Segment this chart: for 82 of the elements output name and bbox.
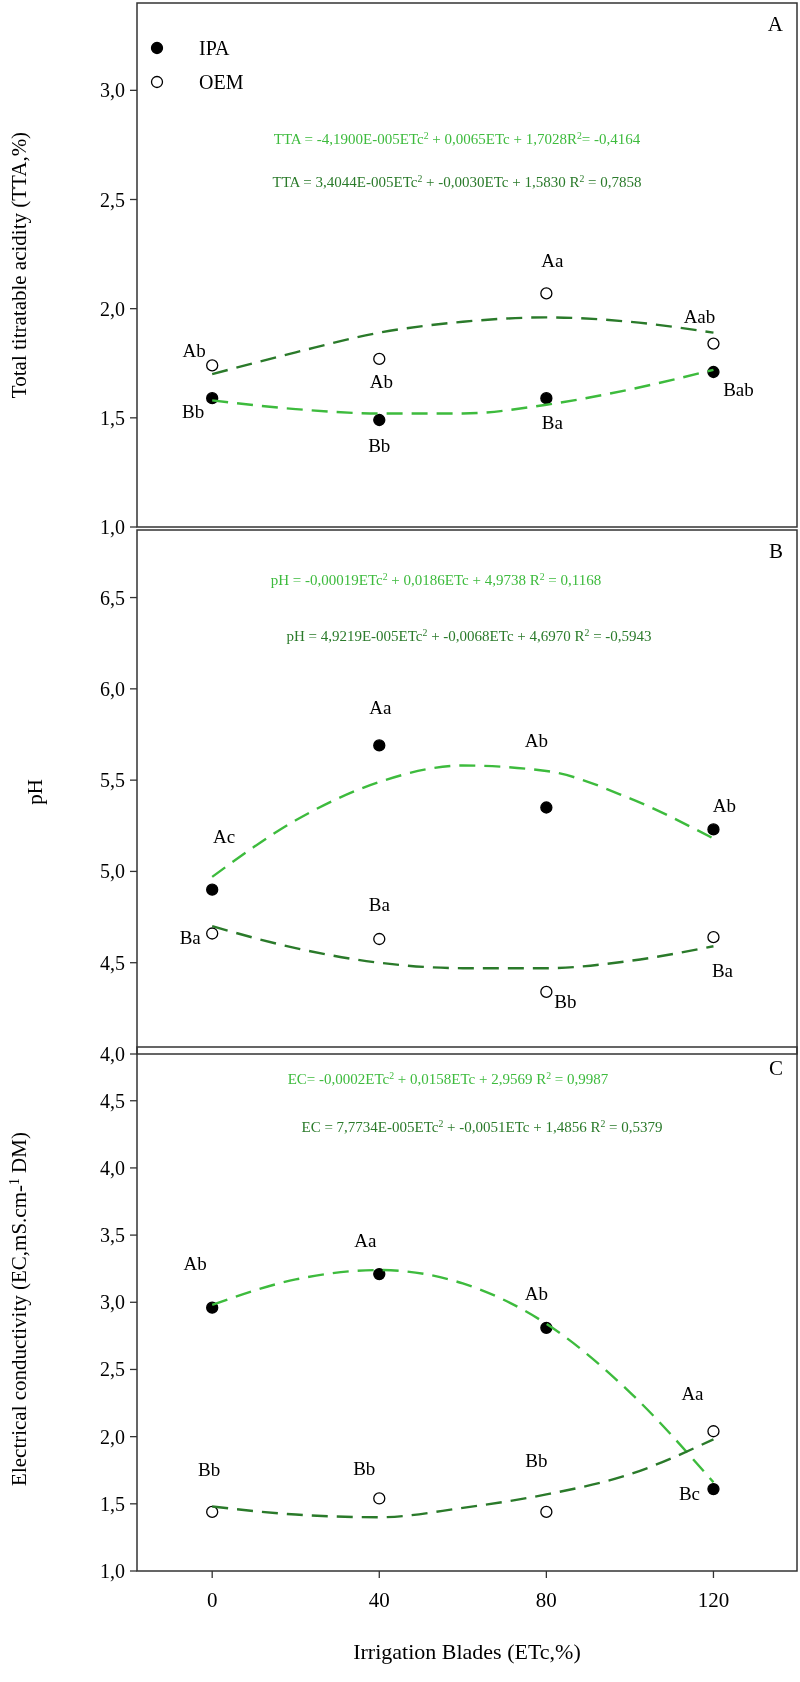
annotation: Aab — [683, 306, 716, 328]
legend-label: OEM — [199, 71, 244, 93]
point — [206, 883, 219, 896]
point — [540, 287, 553, 300]
annotation: Aa — [681, 1382, 705, 1404]
point — [373, 739, 386, 752]
y-tick-label: 2,5 — [100, 188, 125, 211]
y-tick-label: 2,5 — [100, 1358, 125, 1381]
x-tick-label: 40 — [368, 1588, 390, 1612]
y-axis-title: Total titratable acidity (TTA,%) — [7, 131, 31, 399]
annotation: Ab — [182, 340, 206, 362]
point — [373, 1492, 386, 1505]
annotation: Ab — [369, 370, 393, 392]
legend-label: IPA — [199, 37, 230, 59]
annotation: Aa — [354, 1229, 377, 1251]
annotation: Bb — [368, 434, 391, 456]
point — [206, 359, 219, 372]
annotation: Ab — [712, 795, 737, 817]
y-tick-label: 1,5 — [100, 1492, 125, 1515]
x-tick-label: 0 — [206, 1588, 218, 1612]
annotation: Bb — [554, 990, 577, 1012]
x-axis-title: Irrigation Blades (ETc,%) — [353, 1639, 581, 1664]
annotation: Bb — [353, 1458, 376, 1480]
y-tick-label: 4,5 — [100, 951, 125, 974]
text: B — [768, 539, 783, 563]
y-tick-label: 2,0 — [100, 297, 125, 320]
annotation: Ba — [541, 411, 564, 433]
annotation: pH = -0,00019ETc$^{2}$ + 0,0186ETc + 4,9738 R$^{2}$ = 0,1168 — [270, 570, 602, 589]
point — [707, 337, 720, 350]
point — [206, 1505, 219, 1519]
point — [206, 927, 219, 940]
y-tick-label: 3,5 — [100, 1224, 125, 1247]
y-tick-label: 3,0 — [100, 79, 125, 102]
point — [540, 1505, 553, 1519]
annotation: Ac — [213, 826, 236, 848]
y-tick-label: 1,5 — [100, 406, 125, 429]
annotation: Ba — [711, 959, 734, 981]
y-tick-label: 6,5 — [100, 586, 125, 609]
annotation: EC = 7,7734E-005ETc$^{2}$ + -0,0051ETc + 1,4856 R$^{2}$ = 0,5379 — [301, 1117, 663, 1136]
annotation: Ab — [524, 729, 548, 751]
y-tick-label: 4,5 — [100, 1089, 125, 1112]
point — [373, 1267, 386, 1281]
annotation: pH = 4,9219E-005ETc$^{2}$ + -0,0068ETc + 4,6970 R$^{2}$ = -0,5943 — [286, 626, 652, 645]
y-tick-label: 4,0 — [100, 1156, 125, 1179]
annotation: Ba — [368, 893, 391, 915]
annotation: Ab — [183, 1253, 207, 1275]
y-tick-label: 5,0 — [100, 860, 125, 883]
annotation: EC= -0,0002ETc$^{2}$ + 0,0158ETc + 2,9569 R$^{2}$ = 0,9987 — [287, 1069, 609, 1088]
point — [707, 931, 720, 944]
annotation: Bc — [678, 1482, 701, 1504]
text: A — [767, 12, 784, 36]
annotation: Bb — [182, 400, 205, 422]
point — [373, 352, 386, 366]
x-tick-label: 120 — [697, 1588, 730, 1612]
annotation: Bb — [198, 1458, 221, 1480]
annotation: TTA = -4,1900E-005ETc$^{2}$ + 0,0065ETc + 1,7028R$^{2}$= -0,4164 — [273, 129, 641, 148]
y-tick-label: 6,0 — [100, 677, 125, 700]
annotation: Ba — [179, 927, 202, 949]
annotation: Bab — [723, 378, 754, 400]
x-tick-label: 80 — [535, 1588, 557, 1612]
annotation: Ab — [524, 1283, 548, 1305]
point — [373, 932, 386, 946]
point — [707, 823, 720, 836]
point — [373, 413, 386, 427]
line-series — [210, 764, 715, 879]
point — [707, 1425, 720, 1438]
annotation: Bb — [525, 1449, 548, 1471]
y-tick-label: 3,0 — [100, 1291, 125, 1314]
y-tick-label: 1,0 — [100, 516, 125, 538]
annotation: Aa — [541, 250, 565, 272]
y-tick-label: 2,0 — [100, 1425, 125, 1448]
point — [540, 801, 553, 814]
text: C — [768, 1056, 783, 1080]
annotation: TTA = 3,4044E-005ETc$^{2}$ + -0,0030ETc + 1,5830 R$^{2}$ = 0,7858 — [272, 172, 642, 191]
annotation: Aa — [369, 697, 392, 719]
point — [707, 1482, 720, 1496]
point — [540, 985, 553, 999]
y-tick-label: 1,0 — [100, 1560, 125, 1582]
point — [540, 392, 553, 405]
y-tick-label: 4,0 — [100, 1043, 125, 1065]
y-tick-label: 5,5 — [100, 769, 125, 792]
y-axis-title: pH — [23, 779, 47, 805]
